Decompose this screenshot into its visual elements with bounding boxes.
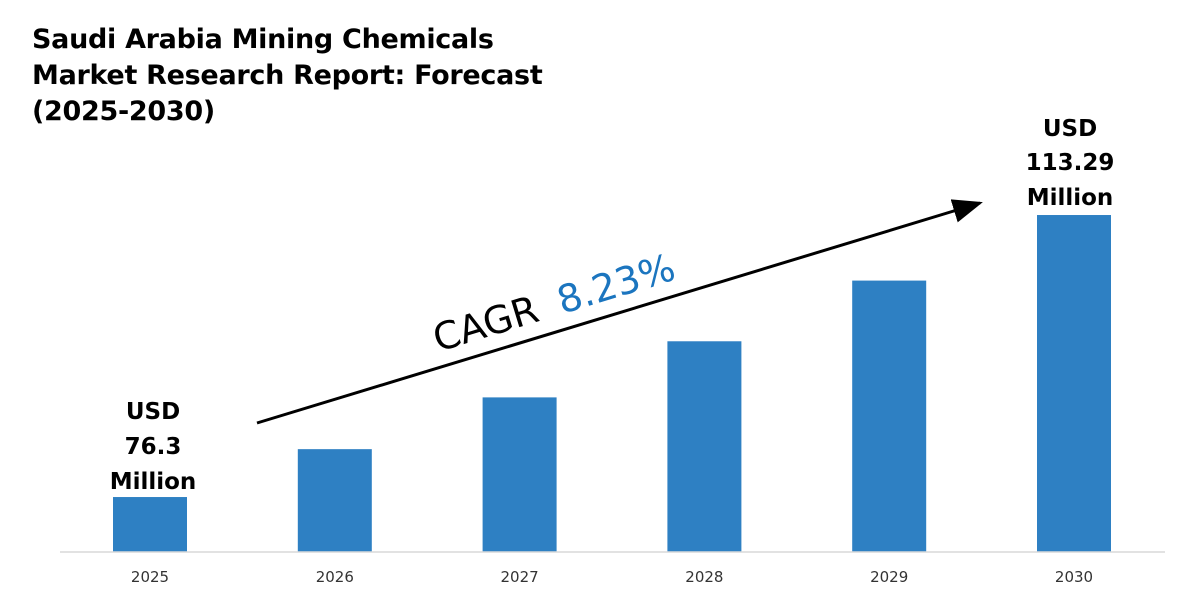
x-tick-label: 2028 (685, 568, 723, 586)
start-value-label: USD 76.3 Million (110, 399, 197, 495)
cagr-value: 8.23% (552, 245, 680, 322)
x-tick-label: 2029 (870, 568, 908, 586)
x-tick-label: 2030 (1055, 568, 1093, 586)
end-label-line1: USD (1043, 116, 1097, 142)
x-tick-label: 2026 (316, 568, 354, 586)
cagr-annotation: CAGR 8.23% (428, 245, 680, 360)
x-tick-label: 2025 (131, 568, 169, 586)
growth-arrow (256, 199, 983, 425)
x-tick-label: 2027 (501, 568, 539, 586)
bar-2028 (667, 341, 742, 552)
end-value-label: USD 113.29 Million (1026, 116, 1115, 211)
start-label-line1: USD (126, 399, 180, 425)
chart-title: Saudi Arabia Mining Chemicals Market Res… (32, 24, 543, 127)
cagr-label: CAGR (428, 287, 544, 361)
bar-2027 (482, 397, 557, 552)
start-label-line2: 76.3 (125, 434, 182, 460)
end-label-line2: 113.29 (1026, 150, 1115, 176)
bar-2025 (113, 497, 187, 552)
end-label-line3: Million (1027, 185, 1114, 211)
bar-2029 (852, 280, 927, 552)
start-label-line3: Million (110, 469, 197, 495)
bar-2026 (297, 449, 372, 552)
bar-2030 (1037, 215, 1111, 552)
